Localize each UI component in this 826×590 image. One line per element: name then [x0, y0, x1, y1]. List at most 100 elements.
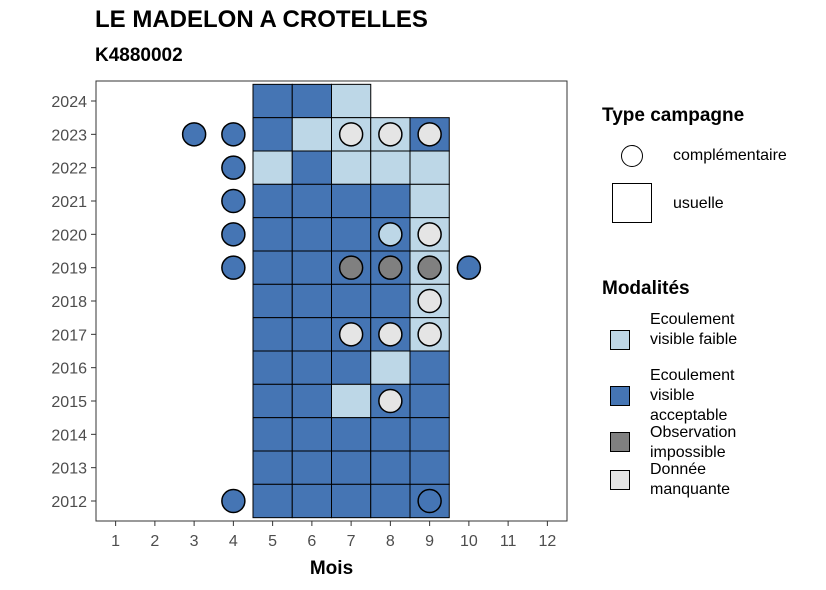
cell-2021-5 [252, 183, 293, 219]
cell-2018-8 [370, 283, 411, 319]
cell-2020-5 [252, 217, 293, 252]
x-tick-label-11: 11 [500, 533, 517, 550]
legend-label-acceptable: Ecoulement visible acceptable [650, 367, 735, 424]
point-2012-4 [221, 488, 246, 514]
point-2023-8 [378, 122, 403, 147]
point-2018-9 [417, 288, 442, 314]
point-2019-7 [338, 255, 364, 280]
x-tick-label-9: 9 [425, 533, 434, 550]
cell-2022-7 [331, 150, 372, 185]
cell-2014-8 [370, 417, 411, 452]
x-tick-label-6: 6 [307, 533, 316, 550]
point-2015-8 [378, 388, 403, 414]
legend-key-acceptable [610, 386, 630, 406]
x-tick-label-12: 12 [538, 533, 556, 550]
point-2023-9 [417, 122, 442, 147]
point-2023-3 [181, 122, 207, 147]
x-axis-title: Mois [310, 558, 353, 579]
point-2022-4 [221, 155, 246, 180]
cell-2023-6 [291, 117, 332, 152]
cell-2017-5 [252, 317, 293, 352]
y-tick-label-2014: 2014 [51, 427, 87, 444]
cell-2018-5 [252, 283, 293, 319]
y-tick-label-2017: 2017 [51, 327, 87, 344]
x-axis: 1 2 3 4 5 6 7 8 9 10 11 12 [111, 521, 556, 550]
y-tick-label-2020: 2020 [51, 227, 87, 244]
cell-2013-8 [370, 450, 411, 485]
legend-key-manquante [610, 470, 630, 490]
y-axis: 2012 2013 2014 2015 2016 2017 2018 2019 2020 2021… [51, 94, 96, 511]
x-tick-label-8: 8 [386, 533, 395, 550]
legend-label-impossible: Observation impossible [650, 424, 737, 461]
point-2019-10 [456, 255, 482, 280]
cell-2020-6 [291, 217, 332, 252]
cell-2012-7 [331, 483, 372, 519]
x-tick-label-5: 5 [268, 533, 277, 550]
x-tick-label-2: 2 [150, 533, 159, 550]
legend-label-complementaire: complémentaire [673, 147, 787, 164]
point-2021-4 [221, 188, 246, 214]
y-tick-label-2021: 2021 [51, 194, 87, 211]
cell-2021-8 [370, 183, 411, 219]
legend-key-faible [610, 330, 630, 350]
y-tick-label-2023: 2023 [51, 127, 87, 144]
cell-2022-6 [291, 150, 332, 185]
y-tick-label-2022: 2022 [51, 161, 87, 178]
cell-2024-6 [291, 83, 332, 119]
point-2019-9 [417, 255, 442, 280]
point-2020-8 [378, 222, 403, 247]
cell-2013-6 [291, 450, 332, 485]
legend-label-usuelle: usuelle [673, 195, 724, 212]
legend-key-usuelle [612, 183, 652, 223]
point-2017-9 [417, 322, 442, 347]
cell-2014-5 [252, 417, 293, 452]
cell-2022-5 [252, 150, 293, 185]
point-2017-7 [338, 322, 364, 347]
y-tick-label-2012: 2012 [51, 494, 87, 511]
x-tick-label-3: 3 [190, 533, 199, 550]
point-2020-9 [417, 222, 442, 247]
x-tick-label-4: 4 [229, 533, 238, 550]
cell-2013-5 [252, 450, 293, 485]
point-2023-7 [338, 122, 364, 147]
cell-2015-7 [331, 383, 372, 419]
legend-label-manquante: Donnée manquante [650, 461, 731, 498]
point-2017-8 [378, 322, 403, 347]
cell-2014-9 [409, 417, 450, 452]
point-2019-8 [378, 255, 403, 280]
cell-2016-8 [370, 350, 411, 385]
cell-2012-8 [370, 483, 411, 519]
point-2012-9 [417, 488, 442, 514]
cell-2018-7 [331, 283, 372, 319]
complementaire-points [181, 122, 482, 514]
cell-2017-6 [291, 317, 332, 352]
cell-2021-6 [291, 183, 332, 219]
cell-2013-7 [331, 450, 372, 485]
y-tick-label-2018: 2018 [51, 294, 87, 311]
cell-2016-7 [331, 350, 372, 385]
cell-2023-5 [252, 117, 293, 152]
point-2019-4 [221, 255, 246, 280]
chart-title: LE MADELON A CROTELLES [95, 6, 428, 33]
x-tick-label-10: 10 [460, 533, 478, 550]
cell-2012-5 [252, 483, 293, 519]
cell-2014-6 [291, 417, 332, 452]
chart-subtitle: K4880002 [95, 45, 183, 66]
cell-2015-9 [409, 383, 450, 419]
x-tick-label-1: 1 [111, 533, 120, 550]
point-2023-4 [221, 122, 246, 147]
legend-type-title: Type campagne [602, 105, 745, 126]
cell-2019-6 [291, 250, 332, 285]
cell-2012-6 [291, 483, 332, 519]
cell-2024-5 [252, 83, 293, 119]
legend-mod-title: Modalités [602, 278, 690, 299]
cell-2022-8 [370, 150, 411, 185]
cell-2021-9 [409, 183, 450, 219]
cell-2013-9 [409, 450, 450, 485]
cell-2019-5 [252, 250, 293, 285]
legend-label-faible: Ecoulement visible faible [650, 311, 738, 348]
cell-2020-7 [331, 217, 372, 252]
cell-2014-7 [331, 417, 372, 452]
legend-key-complementaire [621, 145, 643, 167]
